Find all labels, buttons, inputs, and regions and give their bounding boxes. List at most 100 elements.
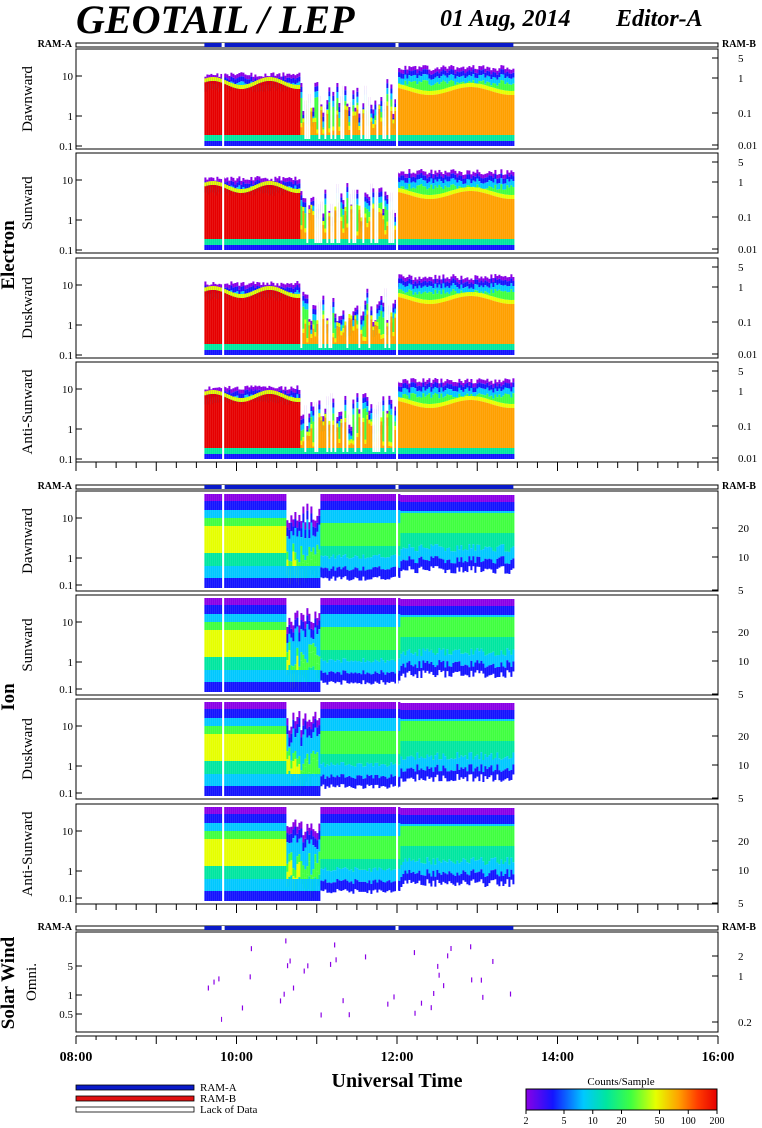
spectrogram-cell bbox=[434, 393, 437, 404]
spectrogram-cell bbox=[494, 383, 497, 389]
spectrogram-cell bbox=[508, 403, 511, 408]
spectrogram-cell bbox=[416, 73, 419, 79]
spectrogram-cell bbox=[318, 417, 321, 448]
spectrogram-cell bbox=[312, 118, 315, 123]
spectrogram-cell bbox=[242, 297, 245, 344]
spectrogram-cell bbox=[260, 454, 263, 459]
spectrogram-cell bbox=[472, 65, 475, 70]
spectrogram-cell bbox=[410, 454, 413, 459]
spectrogram-cell bbox=[300, 419, 303, 425]
spectrogram-cell bbox=[360, 454, 363, 459]
spectrogram-cell bbox=[436, 293, 439, 300]
spectrogram-cell bbox=[386, 141, 389, 146]
spectrogram-cell bbox=[284, 81, 287, 86]
spectrogram-cell bbox=[468, 283, 471, 289]
spectrogram-cell bbox=[210, 290, 213, 344]
spectrogram-cell bbox=[232, 396, 235, 401]
spectrogram-cell bbox=[386, 239, 389, 245]
spectrogram-cell bbox=[494, 350, 497, 355]
spectrogram-cell bbox=[370, 413, 373, 420]
spectrogram-cell bbox=[486, 89, 489, 135]
spectrogram-cell bbox=[484, 395, 487, 399]
spectrogram-cell bbox=[310, 208, 313, 239]
spectrogram-cell bbox=[420, 344, 423, 350]
spectrogram-cell bbox=[266, 286, 269, 291]
spectrogram-cell bbox=[506, 71, 509, 77]
spectrogram-cell bbox=[426, 344, 429, 350]
spectrogram-cell bbox=[208, 448, 211, 454]
spectrogram-cell bbox=[216, 350, 219, 355]
spectrogram-cell bbox=[302, 414, 305, 419]
spectrogram-cell bbox=[272, 135, 275, 141]
spectrogram-cell bbox=[410, 400, 413, 405]
spectrogram-cell bbox=[364, 393, 367, 398]
spectrogram-cell bbox=[474, 392, 477, 399]
spectrogram-cell bbox=[476, 290, 479, 293]
spectrogram-cell bbox=[470, 82, 473, 84]
spectrogram-cell bbox=[430, 281, 433, 287]
spectrogram-cell bbox=[406, 84, 409, 87]
group-label-electron: Electron bbox=[0, 220, 19, 290]
spectrogram-cell bbox=[250, 86, 253, 135]
spectrogram-cell bbox=[442, 402, 445, 407]
spectrogram-cell bbox=[252, 76, 255, 81]
spectrogram-cell bbox=[250, 291, 253, 296]
spectrogram-cell bbox=[224, 393, 227, 398]
spectrogram-cell bbox=[226, 501, 229, 510]
spectrogram-cell bbox=[416, 294, 419, 299]
spectrogram-cell bbox=[322, 127, 325, 130]
spectrogram-cell bbox=[414, 286, 417, 293]
spectrogram-cell bbox=[370, 310, 373, 316]
spectrogram-cell bbox=[210, 454, 213, 459]
spectrogram-cell bbox=[432, 383, 435, 389]
spectrogram-cell bbox=[458, 297, 461, 344]
spectrogram-cell bbox=[422, 194, 425, 199]
spectrogram-cell bbox=[230, 82, 233, 87]
spectrogram-cell bbox=[440, 71, 443, 77]
spectrogram-cell bbox=[496, 196, 499, 239]
spectrogram-cell bbox=[212, 74, 215, 79]
spectrogram-cell bbox=[250, 448, 253, 454]
spectrogram-cell bbox=[404, 350, 407, 355]
spectrogram-cell bbox=[352, 90, 355, 95]
spectrogram-cell bbox=[254, 389, 257, 395]
spectrogram-cell bbox=[386, 88, 389, 95]
spectrogram-cell bbox=[216, 176, 219, 181]
spectrogram-cell bbox=[376, 245, 379, 250]
spectrogram-cell bbox=[218, 350, 221, 355]
spectrogram-cell bbox=[288, 350, 291, 355]
spectrogram-cell bbox=[296, 448, 299, 454]
data-gap bbox=[222, 258, 225, 358]
spectrogram-cell bbox=[510, 84, 513, 91]
spectrogram-cell bbox=[458, 135, 461, 141]
spectrogram-cell bbox=[236, 282, 239, 287]
spectrogram-cell bbox=[508, 181, 511, 188]
spectrogram-cell bbox=[300, 97, 303, 124]
spectrogram-cell bbox=[422, 239, 425, 245]
spectrogram-cell bbox=[362, 350, 365, 355]
spectrogram-cell bbox=[470, 287, 473, 294]
spectrogram-cell bbox=[380, 191, 383, 197]
spectrogram-cell bbox=[392, 245, 395, 250]
spectrogram-cell bbox=[242, 286, 245, 292]
spectrogram-cell bbox=[270, 290, 273, 344]
spectrogram-cell bbox=[304, 228, 307, 233]
spectrogram-cell bbox=[270, 390, 273, 395]
spectrogram-cell bbox=[446, 87, 449, 92]
spectrogram-cell bbox=[486, 277, 489, 282]
spectrogram-cell bbox=[414, 188, 417, 193]
spectrogram-cell bbox=[380, 344, 383, 350]
spectrogram-cell bbox=[512, 68, 515, 73]
spectrogram-cell bbox=[444, 350, 447, 355]
spectrogram-cell bbox=[210, 494, 213, 501]
spectrogram-cell bbox=[242, 393, 245, 399]
spectrogram-cell bbox=[342, 454, 345, 459]
spectrogram-cell bbox=[470, 76, 473, 83]
spectrogram-cell bbox=[268, 286, 271, 291]
spectrogram-cell bbox=[230, 72, 233, 77]
spectrogram-cell bbox=[486, 292, 489, 295]
spectrogram-cell bbox=[394, 344, 397, 350]
spectrogram-cell bbox=[216, 501, 219, 510]
spectrogram-cell bbox=[408, 141, 411, 146]
spectrogram-cell bbox=[226, 290, 229, 295]
